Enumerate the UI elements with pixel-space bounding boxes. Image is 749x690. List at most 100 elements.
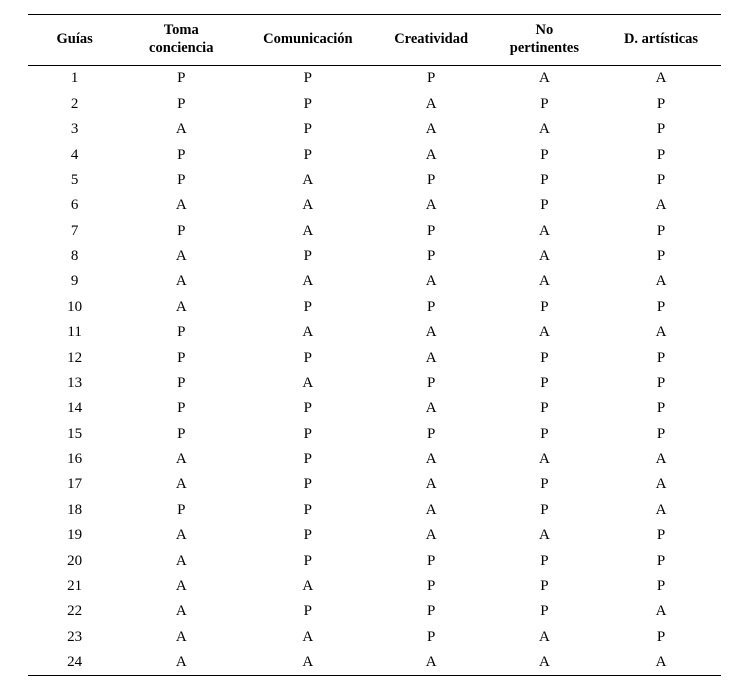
table-cell: A: [121, 193, 241, 218]
table-cell: A: [121, 599, 241, 624]
table-row: 22APPPA: [28, 599, 721, 624]
table-cell: A: [241, 574, 374, 599]
table-row: 11PAAAA: [28, 320, 721, 345]
table-cell: A: [241, 219, 374, 244]
table-cell: P: [601, 625, 721, 650]
table-cell: A: [374, 142, 487, 167]
table-cell: P: [241, 295, 374, 320]
table-cell: P: [374, 574, 487, 599]
table-row: 1PPPAA: [28, 66, 721, 92]
table-cell: P: [241, 447, 374, 472]
table-cell: A: [374, 396, 487, 421]
table-cell: P: [488, 345, 601, 370]
table-cell: A: [241, 625, 374, 650]
col-header-toma: Tomaconciencia: [121, 15, 241, 66]
table-cell: P: [601, 396, 721, 421]
table-cell: A: [121, 447, 241, 472]
table-cell: P: [488, 498, 601, 523]
table-cell: P: [121, 219, 241, 244]
table-cell: 22: [28, 599, 121, 624]
col-header-artisticas: D. artísticas: [601, 15, 721, 66]
table-cell: P: [374, 548, 487, 573]
table-cell: P: [374, 219, 487, 244]
table-cell: P: [374, 66, 487, 92]
table-cell: A: [488, 523, 601, 548]
table-cell: 17: [28, 472, 121, 497]
table-cell: P: [488, 168, 601, 193]
table-cell: A: [488, 320, 601, 345]
table-cell: P: [374, 422, 487, 447]
table-cell: A: [241, 320, 374, 345]
table-cell: P: [241, 66, 374, 92]
table-cell: P: [601, 422, 721, 447]
table-cell: A: [374, 498, 487, 523]
table-cell: P: [488, 142, 601, 167]
table-header: Guías Tomaconciencia Comunicación Creati…: [28, 15, 721, 66]
table-cell: A: [374, 650, 487, 676]
table-cell: P: [374, 625, 487, 650]
table-cell: A: [488, 66, 601, 92]
table-cell: 20: [28, 548, 121, 573]
table-cell: P: [488, 396, 601, 421]
table-cell: P: [241, 599, 374, 624]
table-cell: A: [488, 269, 601, 294]
table-cell: A: [374, 345, 487, 370]
table-cell: A: [121, 548, 241, 573]
table-cell: P: [241, 117, 374, 142]
table-cell: P: [601, 523, 721, 548]
table-cell: A: [241, 168, 374, 193]
table-row: 24AAAAA: [28, 650, 721, 676]
table-cell: A: [374, 193, 487, 218]
table-cell: P: [601, 117, 721, 142]
table-cell: A: [374, 472, 487, 497]
table-row: 3APAAP: [28, 117, 721, 142]
table-cell: A: [121, 472, 241, 497]
table-cell: 7: [28, 219, 121, 244]
table-row: 16APAAA: [28, 447, 721, 472]
table-cell: P: [121, 92, 241, 117]
table-cell: 15: [28, 422, 121, 447]
col-header-creatividad: Creatividad: [374, 15, 487, 66]
table-cell: A: [121, 244, 241, 269]
table-row: 8APPAP: [28, 244, 721, 269]
table-cell: A: [488, 650, 601, 676]
table-cell: A: [241, 193, 374, 218]
table-cell: 11: [28, 320, 121, 345]
table-cell: P: [121, 66, 241, 92]
table-cell: P: [241, 422, 374, 447]
table-cell: 14: [28, 396, 121, 421]
table-cell: 5: [28, 168, 121, 193]
table-cell: A: [241, 269, 374, 294]
table-cell: P: [121, 396, 241, 421]
table-row: 10APPPP: [28, 295, 721, 320]
table-cell: 4: [28, 142, 121, 167]
table-row: 7PAPAP: [28, 219, 721, 244]
table-cell: P: [374, 168, 487, 193]
table-cell: P: [121, 371, 241, 396]
table-container: { "table": { "type": "table", "backgroun…: [0, 0, 749, 690]
table-cell: P: [374, 244, 487, 269]
table-row: 6AAAPA: [28, 193, 721, 218]
table-cell: A: [601, 320, 721, 345]
table-cell: A: [121, 117, 241, 142]
table-cell: A: [601, 472, 721, 497]
table-cell: 16: [28, 447, 121, 472]
table-cell: P: [488, 548, 601, 573]
table-row: 5PAPPP: [28, 168, 721, 193]
table-cell: A: [601, 599, 721, 624]
table-cell: P: [374, 371, 487, 396]
table-cell: P: [601, 295, 721, 320]
table-cell: P: [241, 523, 374, 548]
table-cell: P: [601, 92, 721, 117]
table-cell: 18: [28, 498, 121, 523]
table-cell: A: [121, 295, 241, 320]
table-cell: P: [121, 422, 241, 447]
table-cell: P: [241, 396, 374, 421]
data-table: Guías Tomaconciencia Comunicación Creati…: [28, 14, 721, 676]
table-cell: 8: [28, 244, 121, 269]
table-cell: P: [488, 193, 601, 218]
table-cell: 6: [28, 193, 121, 218]
table-cell: P: [374, 599, 487, 624]
table-cell: A: [374, 117, 487, 142]
table-row: 14PPAPP: [28, 396, 721, 421]
